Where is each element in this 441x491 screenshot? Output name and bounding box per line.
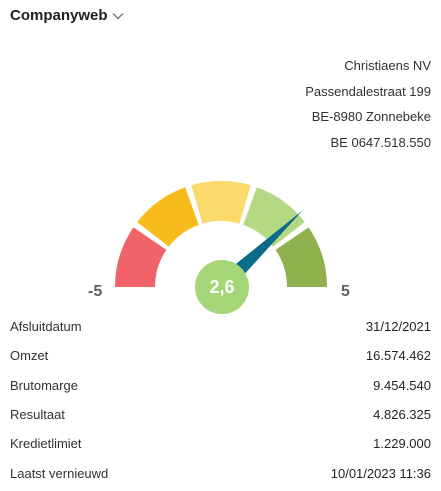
detail-row: Brutomarge 9.454.540: [10, 371, 431, 400]
score-badge: 2,6: [195, 260, 249, 314]
detail-value: 31/12/2021: [365, 319, 431, 335]
detail-value: 4.826.325: [373, 407, 431, 423]
company-address: Christiaens NV Passendalestraat 199 BE-8…: [305, 53, 431, 155]
financial-details: Afsluitdatum 31/12/2021 Omzet 16.574.462…: [10, 312, 431, 488]
detail-label: Omzet: [10, 348, 49, 364]
gauge-needle: [232, 210, 303, 278]
chevron-down-icon: [112, 12, 123, 19]
company-name: Christiaens NV: [344, 58, 431, 73]
gauge-min-label: -5: [88, 283, 103, 300]
company-street: Passendalestraat 199: [305, 83, 431, 99]
company-city: BE-8980 Zonnebeke: [311, 109, 431, 124]
detail-label: Resultaat: [10, 407, 65, 423]
gauge-arc: [115, 181, 327, 287]
gauge-segment-orange: [137, 187, 199, 247]
app-title: Companyweb: [10, 7, 108, 24]
detail-row: Laatst vernieuwd 10/01/2023 11:36: [10, 458, 431, 487]
detail-row: Omzet 16.574.462: [10, 341, 431, 370]
detail-value: 16.574.462: [365, 348, 431, 364]
gauge-segment-lightgreen: [243, 187, 305, 247]
detail-row: Afsluitdatum 31/12/2021: [10, 312, 431, 341]
detail-label: Kredietlimiet: [10, 436, 82, 452]
gauge-segment-red: [115, 227, 167, 287]
app-title-dropdown[interactable]: Companyweb: [10, 7, 124, 24]
detail-row: Resultaat 4.826.325: [10, 400, 431, 429]
detail-label: Afsluitdatum: [10, 319, 82, 335]
score-value: 2,6: [209, 276, 235, 297]
gauge-segment-green: [275, 227, 327, 287]
detail-label: Brutomarge: [10, 377, 78, 393]
detail-value: 1.229.000: [373, 436, 431, 452]
detail-label: Laatst vernieuwd: [10, 465, 109, 481]
gauge-segment-yellow: [191, 181, 251, 224]
detail-value: 10/01/2023 11:36: [330, 465, 431, 481]
gauge-max-label: 5: [341, 283, 350, 300]
detail-row: Kredietlimiet 1.229.000: [10, 429, 431, 458]
detail-value: 9.454.540: [373, 377, 431, 393]
company-vat: BE 0647.518.550: [330, 134, 431, 150]
credit-score-gauge: -5 5 2,6: [0, 170, 441, 314]
